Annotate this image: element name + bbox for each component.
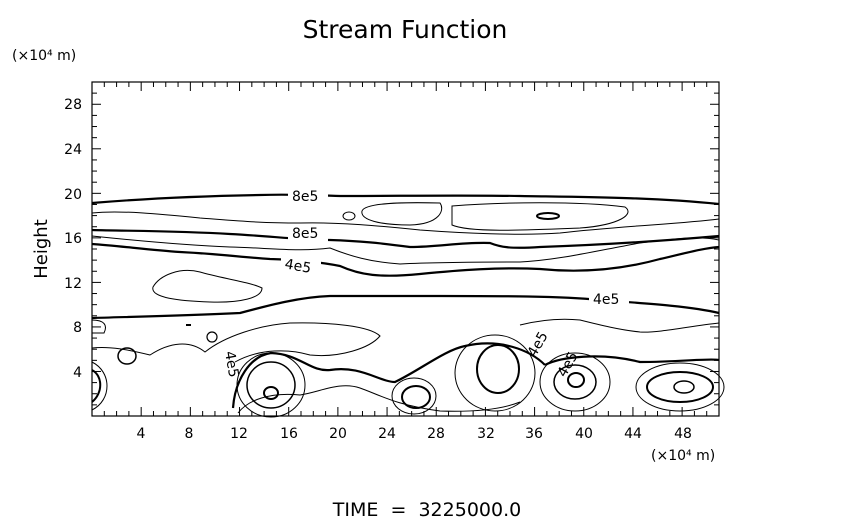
y-tick-label: 16 bbox=[64, 231, 82, 247]
time-label: TIME = 3225000.0 bbox=[332, 499, 521, 519]
contour-island-upper-right bbox=[451, 202, 629, 231]
contour-line-4e5-upper bbox=[91, 242, 720, 277]
contour-label-4e5-right: 4e5 bbox=[593, 292, 619, 308]
contour-eddy-33-outer bbox=[454, 334, 536, 412]
contour-line-8e5-lower bbox=[91, 228, 720, 249]
contour-line-thin-3 bbox=[91, 319, 106, 334]
x-tick-labels: 4 8 12 16 20 24 28 32 36 40 44 48 bbox=[137, 426, 692, 442]
contour-line-thin-6 bbox=[231, 342, 546, 409]
contour-eddy-39-inner bbox=[567, 372, 585, 388]
contour-line-thin-7 bbox=[237, 385, 521, 414]
x-unit-label: (×10⁴ m) bbox=[651, 448, 715, 464]
y-unit-label: (×10⁴ m) bbox=[12, 48, 76, 64]
contour-eddy-39-outer bbox=[539, 352, 611, 412]
contour-line-thin-1 bbox=[91, 211, 720, 235]
y-tick-label: 8 bbox=[73, 320, 82, 336]
contour-small-loop-d bbox=[342, 211, 356, 221]
x-tick-label: 48 bbox=[674, 426, 692, 442]
x-tick-label: 40 bbox=[575, 426, 593, 442]
contour-label-4e5-upper: 4e5 bbox=[283, 256, 312, 276]
x-tick-label: 20 bbox=[329, 426, 347, 442]
x-tick-label: 32 bbox=[477, 426, 495, 442]
contour-label-8e5-upper: 8e5 bbox=[292, 189, 318, 205]
contour-line-thin-4 bbox=[91, 322, 381, 363]
contour-edge-loop-left bbox=[91, 369, 102, 403]
contour-eddy-15-mid bbox=[246, 361, 296, 409]
contour-line-thin-8 bbox=[544, 355, 720, 366]
y-tick-label: 20 bbox=[64, 187, 82, 203]
y-tick-label: 12 bbox=[64, 276, 82, 292]
y-tick-label: 24 bbox=[64, 142, 82, 158]
contour-island-upper-left bbox=[361, 202, 443, 226]
contour-small-loop-c bbox=[536, 212, 560, 220]
contour-small-loop-a bbox=[117, 347, 137, 365]
contour-island-left bbox=[152, 270, 263, 303]
contour-eddy-48-outer bbox=[635, 362, 725, 412]
chart-title: Stream Function bbox=[303, 15, 508, 44]
contour-edge-loop-left-inner bbox=[91, 361, 108, 411]
x-tick-label: 16 bbox=[280, 426, 298, 442]
contour-eddy-33-inner bbox=[476, 344, 520, 394]
x-tick-label: 44 bbox=[624, 426, 642, 442]
contour-eddy-48-inner bbox=[673, 380, 695, 394]
x-tick-label: 28 bbox=[427, 426, 445, 442]
contour-line-8e5-upper bbox=[91, 193, 720, 206]
axis-ticks bbox=[92, 82, 719, 416]
contour-eddy-26-inner bbox=[401, 385, 431, 409]
contour-small-loop-b bbox=[206, 331, 218, 343]
y-tick-labels: 4 8 12 16 20 24 28 bbox=[64, 97, 82, 381]
y-tick-label: 28 bbox=[64, 97, 82, 113]
contour-label-8e5-lower: 8e5 bbox=[292, 226, 318, 242]
x-tick-label: 36 bbox=[525, 426, 543, 442]
contour-label-4e5-eddy33: 4e5 bbox=[525, 329, 552, 360]
x-tick-label: 12 bbox=[230, 426, 248, 442]
contour-line-thin-5 bbox=[519, 318, 720, 333]
contour-lines bbox=[91, 193, 725, 418]
contour-eddy-26-outer bbox=[391, 377, 437, 415]
contour-line-thin-2 bbox=[91, 235, 720, 265]
y-tick-label: 4 bbox=[73, 365, 82, 381]
y-axis-label: Height bbox=[31, 219, 52, 279]
contour-label-4e5-left: 4e5 bbox=[221, 350, 241, 379]
x-tick-label: 4 bbox=[137, 426, 146, 442]
x-tick-label: 8 bbox=[185, 426, 194, 442]
contour-eddy-48-mid bbox=[646, 371, 714, 403]
plot-frame bbox=[91, 81, 720, 417]
x-tick-label: 24 bbox=[378, 426, 396, 442]
contour-eddy-39-mid bbox=[553, 364, 597, 400]
contour-eddy-15-inner bbox=[263, 386, 279, 400]
